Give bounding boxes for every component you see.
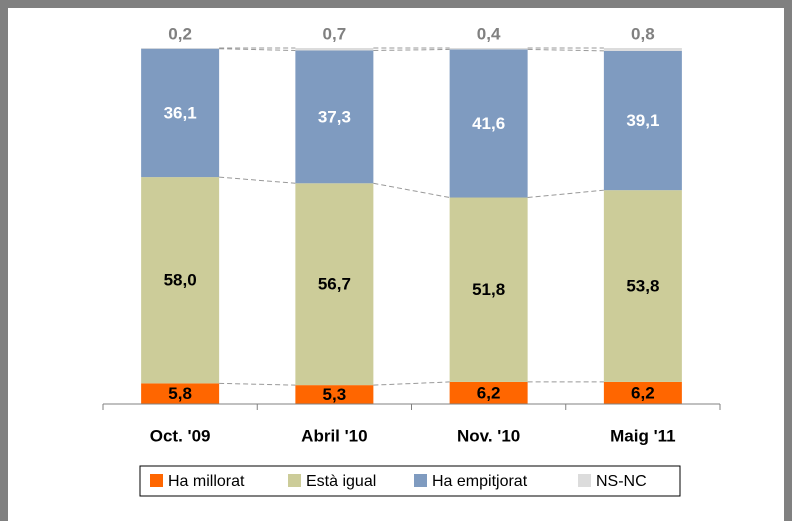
bar-segment [295,385,374,404]
connector-line [527,48,604,52]
connector-line [527,189,604,199]
bar-segment [295,48,374,51]
data-label: 39,1 [626,111,659,130]
data-label: 5,3 [323,385,347,404]
x-tick-label: Abril '10 [301,426,367,445]
legend-swatch [578,474,591,487]
bar-segment [449,381,528,404]
bar-segment [449,48,528,50]
legend-label: NS-NC [596,473,647,490]
data-label: 5,8 [168,384,192,403]
connector-line [219,176,296,184]
bar-segment [603,190,682,382]
legend-label: Ha empitjorat [432,473,528,490]
data-label: 0,8 [631,24,655,43]
legend-swatch [288,474,301,487]
data-label: 53,8 [626,277,659,296]
x-tick-label: Maig '11 [610,426,675,445]
bar-segment [603,381,682,404]
legend-label: Està igual [306,473,376,490]
bar-segment [603,48,682,51]
data-label: 36,1 [164,103,197,122]
data-label: 0,4 [477,24,501,43]
bar-segment [141,48,220,49]
data-label: 41,6 [472,114,505,133]
legend-swatch [150,474,163,487]
legend-label: Ha millorat [168,473,245,490]
connector-line [373,381,450,386]
bar-segment [449,197,528,382]
x-tick-label: Nov. '10 [457,426,520,445]
data-label: 6,2 [477,383,501,402]
bar-segment [295,183,374,386]
data-label: 58,0 [164,271,197,290]
data-label: 51,8 [472,280,505,299]
bar-segment [141,383,220,404]
connector-line [219,382,296,386]
connector-line [219,48,296,51]
connector-line [373,182,450,199]
data-label: 37,3 [318,107,351,126]
bar-segment [141,177,220,384]
data-label: 0,7 [323,24,347,43]
legend-swatch [414,474,427,487]
data-label: 0,2 [168,24,192,43]
connector-line [373,48,450,51]
data-label: 6,2 [631,383,655,402]
bar-segment [141,48,220,178]
x-tick-label: Oct. '09 [150,426,211,445]
bar-segment [449,49,528,198]
bar-segment [603,50,682,191]
bar-segment [295,50,374,184]
data-label: 56,7 [318,275,351,294]
